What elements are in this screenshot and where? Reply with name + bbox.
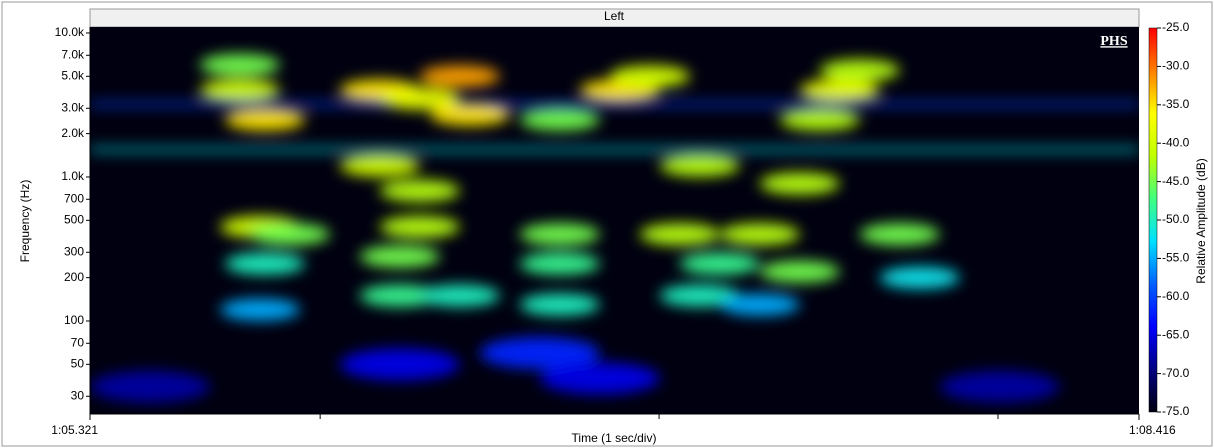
energy-blob bbox=[339, 154, 420, 177]
y-tick-label: 200 bbox=[64, 270, 84, 284]
steady-tone bbox=[90, 102, 1139, 107]
energy-blob bbox=[859, 223, 940, 246]
energy-blob bbox=[659, 284, 740, 307]
y-tick-label: 10.0k bbox=[55, 25, 85, 39]
energy-blob bbox=[819, 59, 900, 82]
x-axis-label: Time (1 sec/div) bbox=[572, 431, 657, 445]
energy-blob bbox=[799, 79, 880, 102]
colorbar-tick-label: -45.0 bbox=[1162, 174, 1190, 188]
energy-blob bbox=[519, 293, 600, 316]
chart-title: Left bbox=[604, 9, 625, 23]
y-tick-label: 2.0k bbox=[61, 126, 85, 140]
colorbar-tick-label: -60.0 bbox=[1162, 289, 1190, 303]
energy-blob bbox=[519, 223, 600, 246]
energy-blob bbox=[199, 53, 280, 76]
energy-blob bbox=[90, 370, 210, 403]
energy-blob bbox=[220, 298, 301, 321]
y-tick-label: 70 bbox=[71, 335, 85, 349]
y-axis-label: Frequency (Hz) bbox=[18, 180, 32, 263]
energy-blob bbox=[759, 260, 840, 283]
badge: PHS bbox=[1100, 34, 1127, 49]
energy-blob bbox=[419, 284, 500, 307]
x-tick-label: 1:08.416 bbox=[1129, 423, 1176, 437]
y-tick-label: 5.0k bbox=[61, 68, 85, 82]
energy-blob bbox=[224, 252, 305, 275]
y-tick-label: 700 bbox=[64, 191, 84, 205]
energy-blob bbox=[339, 348, 460, 381]
energy-blob bbox=[249, 223, 330, 246]
energy-blob bbox=[679, 252, 760, 275]
y-tick-label: 50 bbox=[71, 357, 85, 371]
y-tick-label: 300 bbox=[64, 244, 84, 258]
energy-blob bbox=[539, 362, 660, 395]
energy-blob bbox=[379, 215, 460, 238]
energy-blob bbox=[419, 65, 500, 88]
y-tick-label: 7.0k bbox=[61, 47, 85, 61]
energy-blob bbox=[759, 172, 840, 195]
colorbar-tick-label: -55.0 bbox=[1162, 251, 1190, 265]
colorbar-tick-label: -70.0 bbox=[1162, 366, 1190, 380]
y-tick-label: 3.0k bbox=[61, 100, 85, 114]
energy-blob bbox=[359, 245, 440, 268]
colorbar-tick-label: -75.0 bbox=[1162, 404, 1190, 418]
y-tick-label: 100 bbox=[64, 313, 84, 327]
energy-blob bbox=[939, 370, 1060, 403]
energy-blob bbox=[519, 252, 600, 275]
energy-blob bbox=[879, 266, 960, 289]
x-tick-label: 1:05.321 bbox=[51, 423, 98, 437]
steady-tone bbox=[90, 147, 1139, 152]
energy-blob bbox=[779, 108, 860, 131]
energy-blob bbox=[224, 108, 305, 131]
y-tick-label: 500 bbox=[64, 212, 84, 226]
energy-blob bbox=[659, 154, 740, 177]
y-tick-label: 30 bbox=[71, 388, 85, 402]
energy-blob bbox=[379, 87, 460, 110]
energy-blob bbox=[719, 293, 800, 316]
colorbar bbox=[1148, 27, 1158, 413]
spectrogram-image bbox=[90, 53, 1139, 403]
energy-blob bbox=[429, 103, 510, 126]
colorbar-tick-label: -65.0 bbox=[1162, 327, 1190, 341]
colorbar-tick-label: -50.0 bbox=[1162, 212, 1190, 226]
energy-blob bbox=[199, 79, 280, 102]
colorbar-tick-label: -35.0 bbox=[1162, 97, 1190, 111]
energy-blob bbox=[359, 284, 440, 307]
colorbar-label: Relative Amplitude (dB) bbox=[1194, 158, 1208, 283]
colorbar-tick-label: -25.0 bbox=[1162, 20, 1190, 34]
energy-blob bbox=[639, 223, 720, 246]
energy-blob bbox=[379, 179, 460, 202]
y-tick-label: 1.0k bbox=[61, 169, 85, 183]
colorbar-tick-label: -40.0 bbox=[1162, 135, 1190, 149]
energy-blob bbox=[719, 223, 800, 246]
colorbar-tick-label: -30.0 bbox=[1162, 59, 1190, 73]
energy-blob bbox=[479, 336, 600, 369]
energy-blob bbox=[609, 65, 690, 88]
energy-blob bbox=[519, 108, 600, 131]
